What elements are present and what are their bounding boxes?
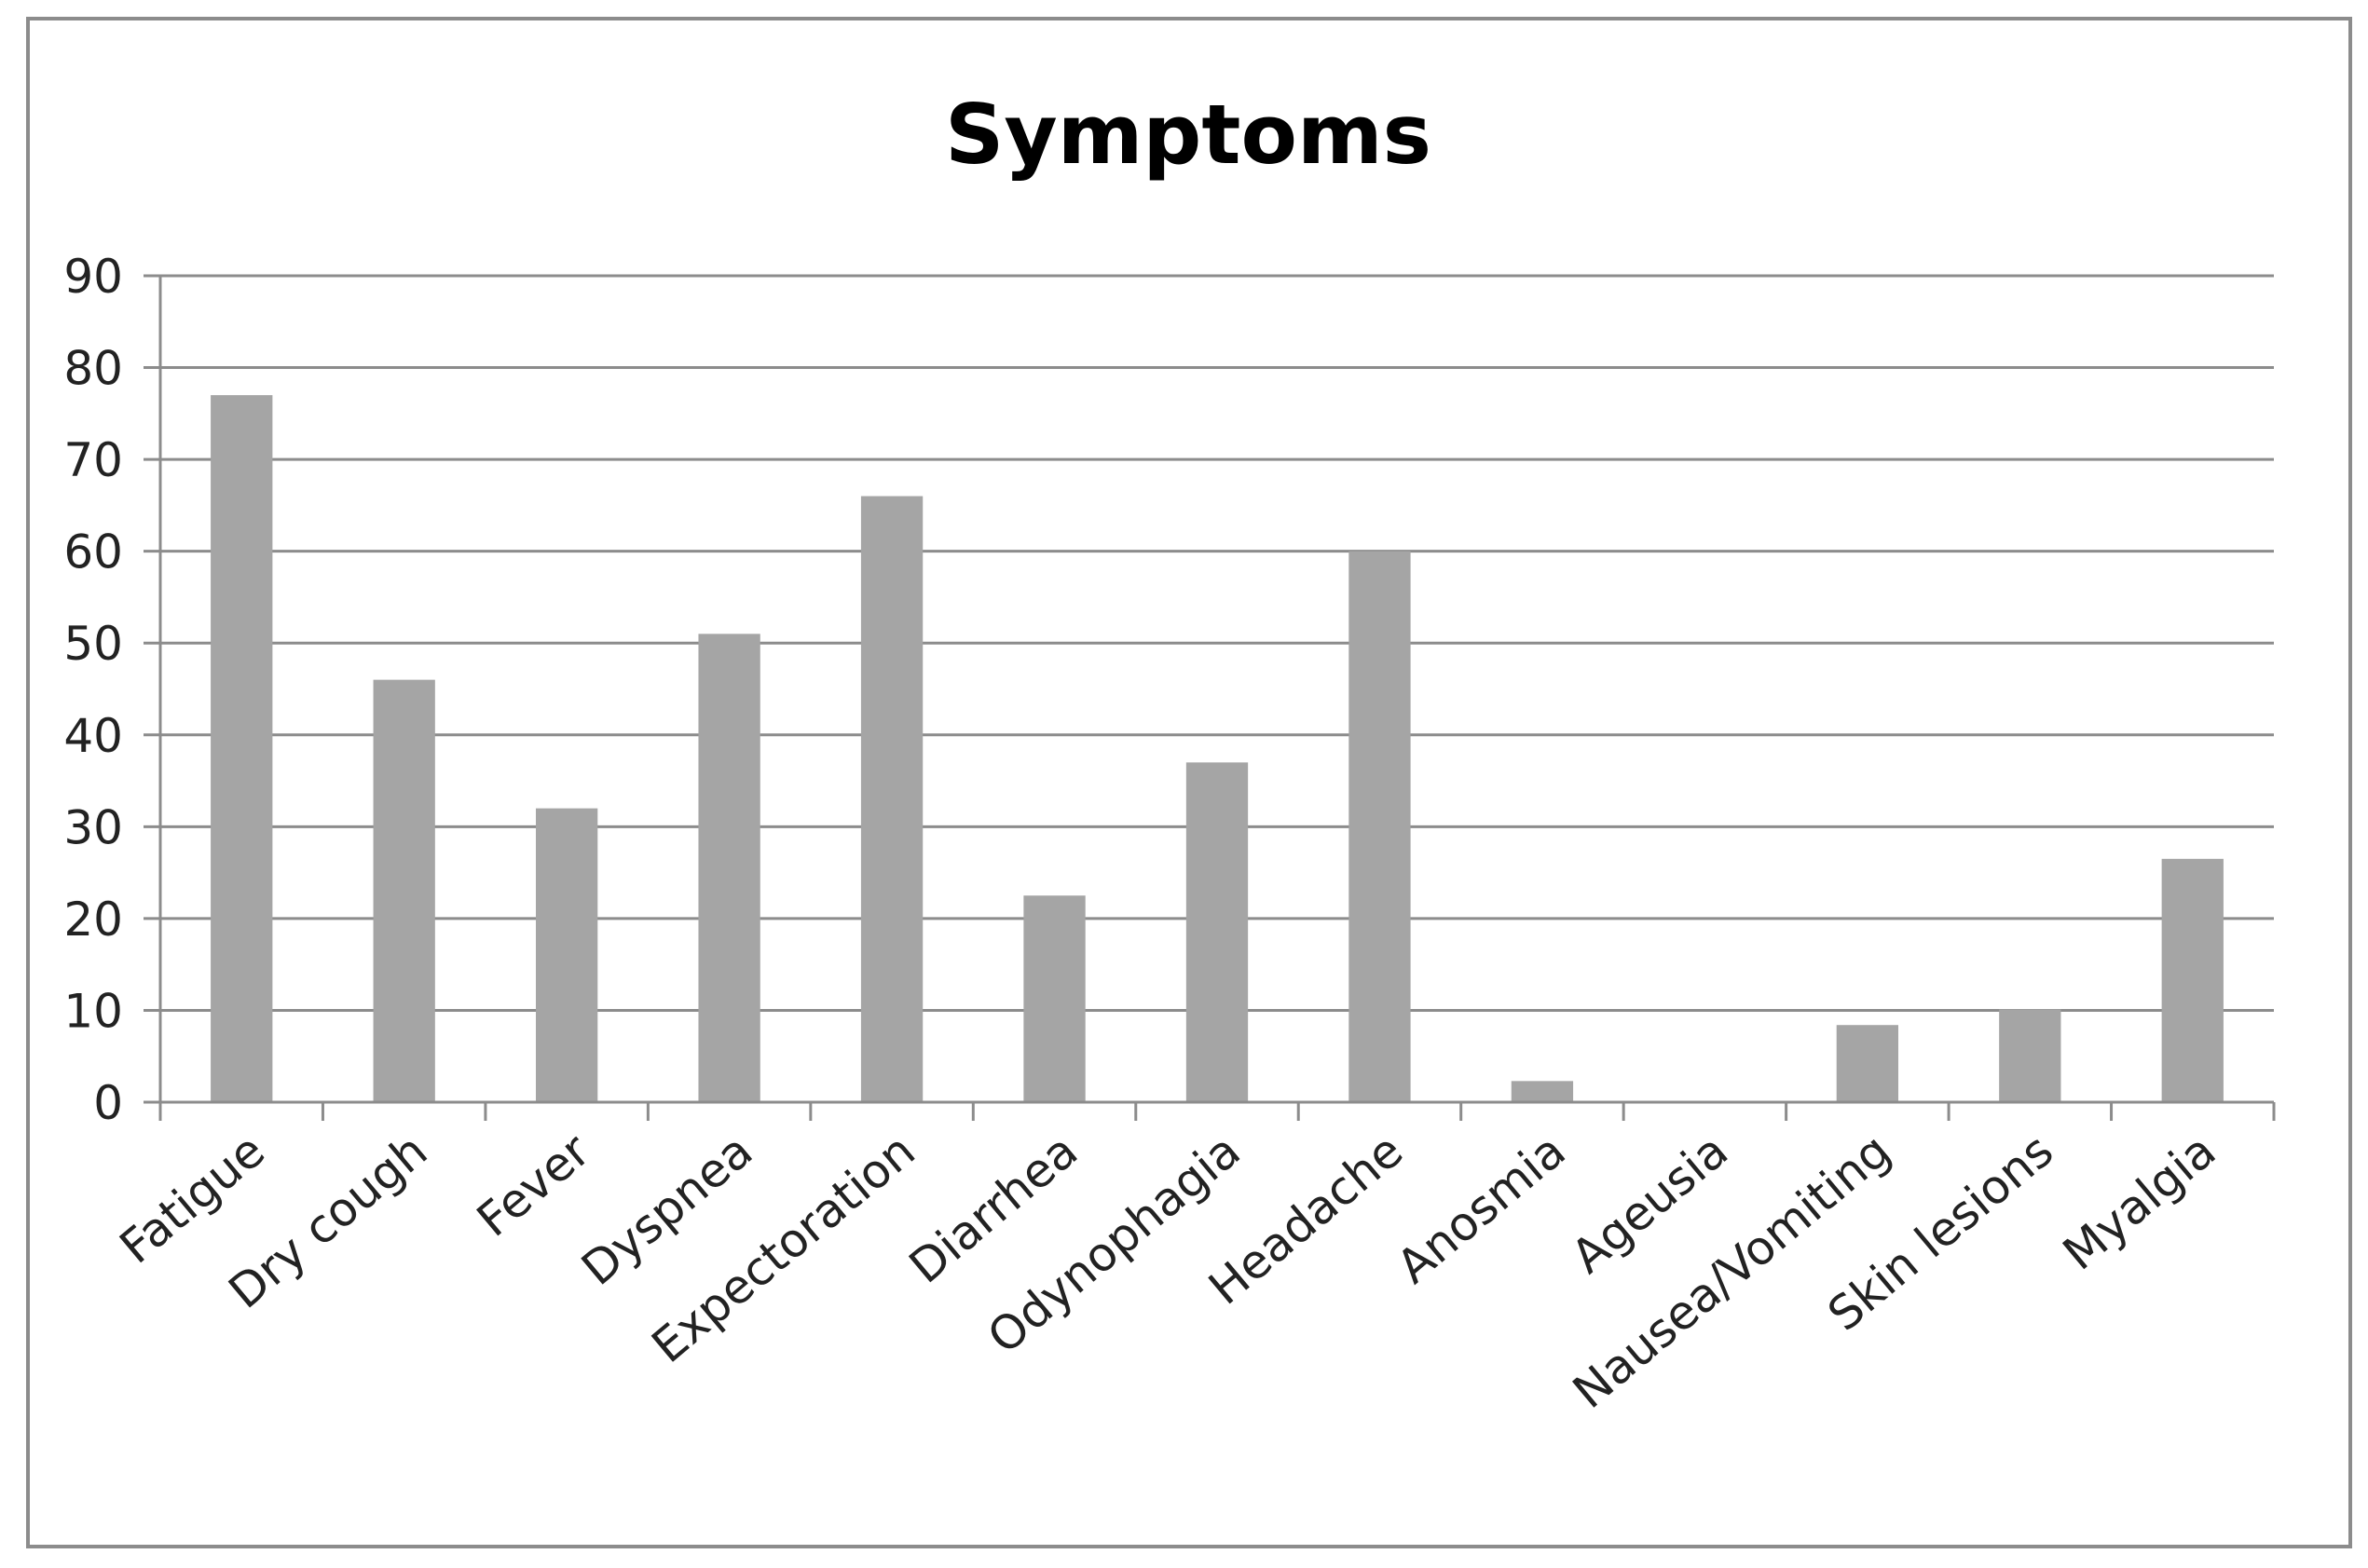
y-tick-label: 0 bbox=[93, 1076, 123, 1130]
y-tick-label: 90 bbox=[63, 250, 123, 304]
y-tick-label: 20 bbox=[63, 893, 123, 947]
bar bbox=[2161, 858, 2224, 1102]
y-tick-label: 80 bbox=[63, 342, 123, 396]
bar bbox=[1348, 551, 1411, 1102]
bar bbox=[860, 496, 924, 1102]
bar bbox=[1185, 762, 1249, 1102]
bars bbox=[211, 395, 2224, 1103]
bar bbox=[1999, 1009, 2061, 1102]
y-tick-label: 50 bbox=[63, 617, 123, 671]
bar bbox=[1023, 895, 1086, 1102]
y-tick-label: 70 bbox=[63, 433, 123, 487]
bar bbox=[536, 808, 598, 1102]
y-tick-label: 10 bbox=[63, 984, 123, 1038]
bar bbox=[1511, 1081, 1574, 1102]
y-axis-tick-labels: 0 10 20 30 40 50 60 70 80 90 bbox=[63, 250, 123, 1130]
bar bbox=[698, 634, 760, 1102]
y-tick-label: 40 bbox=[63, 709, 123, 763]
y-tick-label: 30 bbox=[63, 800, 123, 854]
axes bbox=[144, 274, 2276, 1121]
bar bbox=[1836, 1025, 1898, 1102]
bar bbox=[373, 679, 435, 1102]
gridlines bbox=[160, 274, 2274, 1012]
chart-title: Symptoms bbox=[945, 87, 1431, 183]
y-tick-label: 60 bbox=[63, 525, 123, 579]
bar bbox=[211, 395, 273, 1103]
